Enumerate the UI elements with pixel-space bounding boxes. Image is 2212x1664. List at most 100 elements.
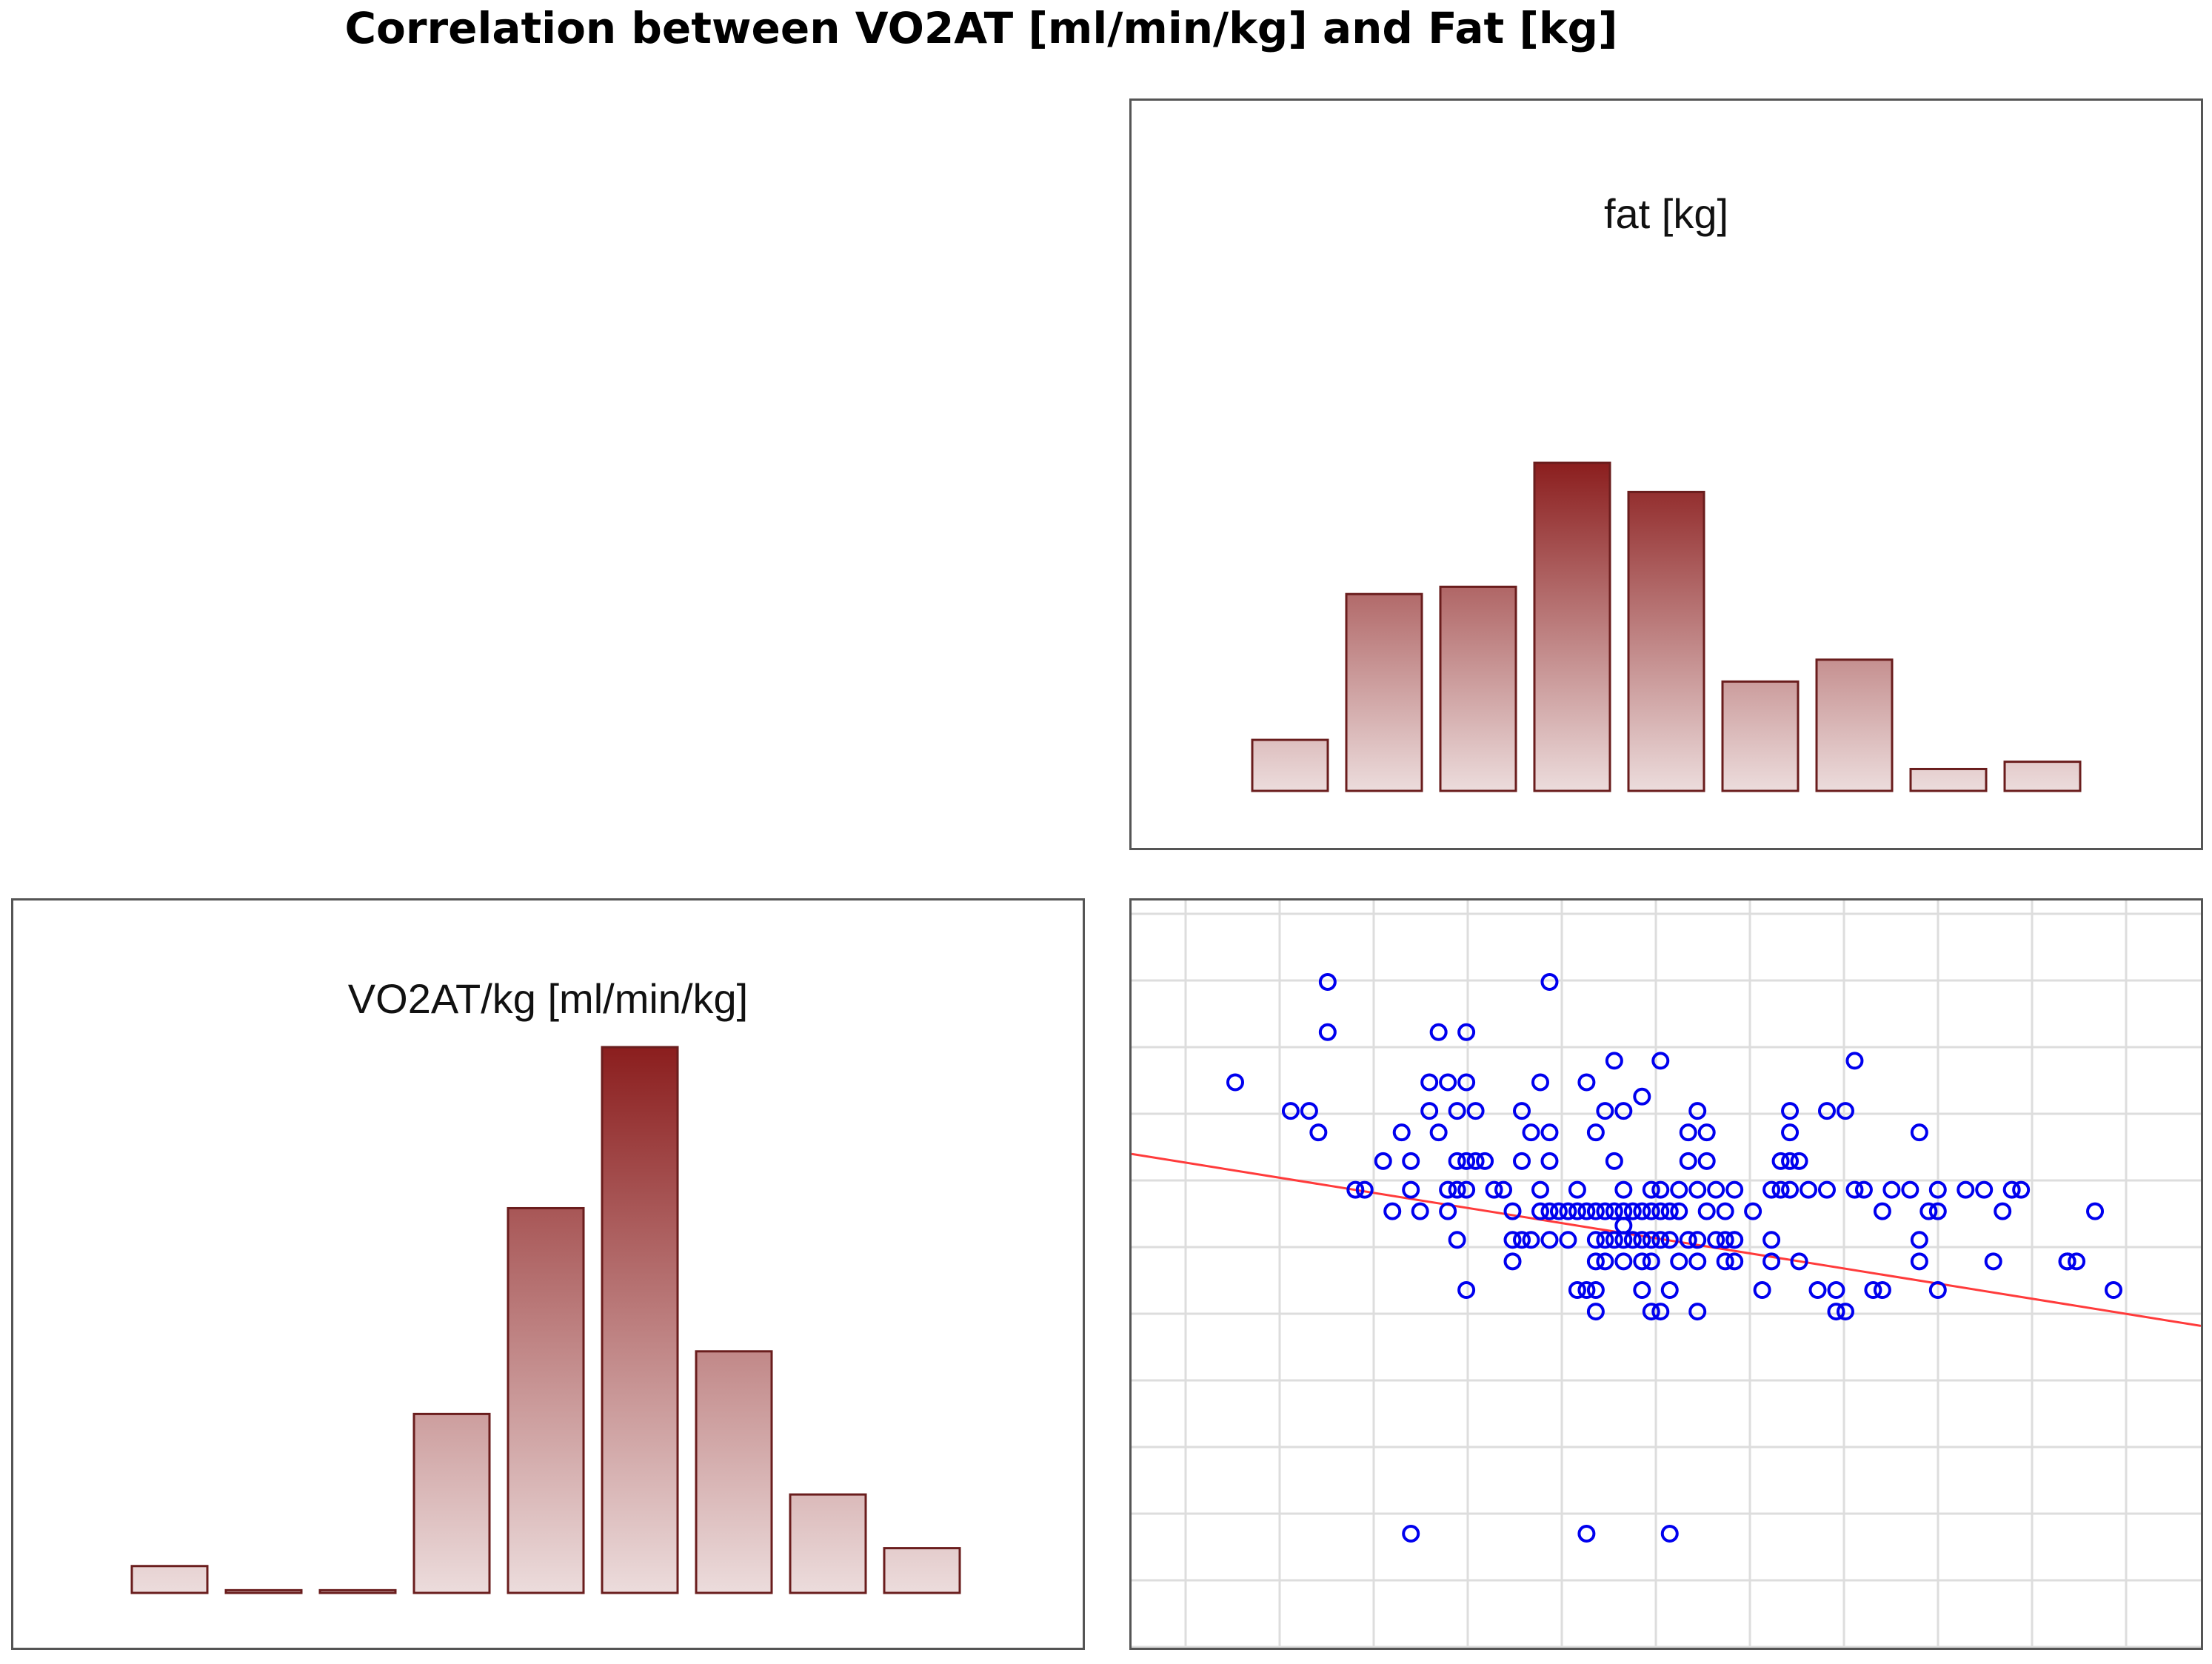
fat-histogram-bar bbox=[1533, 461, 1611, 792]
scatter-point bbox=[1466, 1152, 1485, 1170]
scatter-point bbox=[1226, 1073, 1244, 1092]
vo2at-histogram-bar bbox=[507, 1206, 585, 1594]
scatter-point bbox=[1697, 1202, 1716, 1220]
scatter-point bbox=[1448, 1231, 1466, 1249]
scatter-point bbox=[1540, 1152, 1559, 1170]
vo2at-histogram-bar bbox=[601, 1046, 679, 1594]
scatter-point bbox=[1919, 1202, 1938, 1220]
scatter-point bbox=[1596, 1252, 1614, 1271]
scatter-point bbox=[1439, 1180, 1457, 1199]
scatter-point bbox=[1845, 1180, 1864, 1199]
scatter-point bbox=[1531, 1180, 1549, 1199]
scatter-point bbox=[2086, 1202, 2105, 1220]
scatter-point bbox=[1642, 1303, 1660, 1321]
scatter-point bbox=[1808, 1281, 1827, 1300]
scatter-point bbox=[1420, 1073, 1439, 1092]
scatter-point bbox=[1670, 1252, 1688, 1271]
vo2at-histogram-bar bbox=[224, 1588, 303, 1594]
scatter-point bbox=[1817, 1180, 1836, 1199]
scatter-point bbox=[1420, 1102, 1439, 1120]
vo2at-histogram-bar bbox=[412, 1412, 491, 1594]
scatter-point bbox=[2105, 1281, 2122, 1300]
scatter-point bbox=[1707, 1231, 1725, 1249]
scatter-point bbox=[1670, 1180, 1688, 1199]
scatter-point bbox=[1928, 1281, 1947, 1300]
scatter-point bbox=[1448, 1102, 1466, 1120]
scatter-point bbox=[1688, 1303, 1707, 1321]
scatter-point bbox=[1309, 1123, 1328, 1142]
fat-histogram-bar bbox=[1627, 490, 1705, 792]
scatter-point bbox=[1540, 1202, 1559, 1220]
scatter-point bbox=[1651, 1202, 1670, 1220]
scatter-point bbox=[1439, 1073, 1457, 1092]
scatter-point bbox=[1642, 1252, 1660, 1271]
scatter-point bbox=[1568, 1180, 1586, 1199]
scatter-point bbox=[1402, 1152, 1420, 1170]
scatter-point bbox=[1503, 1252, 1522, 1271]
scatter-point bbox=[2012, 1180, 2031, 1199]
scatter-point bbox=[1503, 1202, 1522, 1220]
scatter-point bbox=[1651, 1180, 1670, 1199]
scatter-point bbox=[1864, 1281, 1882, 1300]
scatter-point bbox=[1623, 1231, 1642, 1249]
scatter-point bbox=[1531, 1073, 1549, 1092]
scatter-point bbox=[1586, 1123, 1605, 1142]
scatter-point bbox=[1577, 1073, 1596, 1092]
scatter-point bbox=[1688, 1231, 1707, 1249]
scatter-point bbox=[1836, 1102, 1854, 1120]
scatter-point bbox=[1605, 1052, 1623, 1070]
fat-histogram-title: fat [kg] bbox=[1603, 190, 1729, 237]
vo2at-histogram-bar bbox=[130, 1565, 209, 1594]
scatter-point bbox=[1994, 1202, 2012, 1220]
scatter-point bbox=[1762, 1252, 1781, 1271]
scatter-point bbox=[1457, 1152, 1476, 1170]
scatter-point bbox=[1716, 1231, 1734, 1249]
scatter-point bbox=[1346, 1180, 1365, 1199]
scatter-panel bbox=[1129, 898, 2203, 1650]
scatter-point bbox=[1873, 1202, 1891, 1220]
scatter-point bbox=[1781, 1180, 1800, 1199]
scatter-point bbox=[1771, 1152, 1790, 1170]
scatter-point bbox=[1633, 1252, 1651, 1271]
scatter-point bbox=[1522, 1231, 1540, 1249]
scatter-point bbox=[1457, 1281, 1476, 1300]
scatter-point bbox=[1910, 1231, 1928, 1249]
scatter-point bbox=[1596, 1102, 1614, 1120]
scatter-point bbox=[1744, 1202, 1762, 1220]
scatter-point bbox=[1586, 1252, 1605, 1271]
scatter-point bbox=[1854, 1180, 1873, 1199]
scatter-point bbox=[1642, 1202, 1660, 1220]
fat-histogram-bar bbox=[2003, 761, 2082, 792]
scatter-point bbox=[1605, 1202, 1623, 1220]
scatter-point bbox=[1513, 1231, 1531, 1249]
fat-histogram-bar bbox=[1721, 680, 1800, 792]
fat-histogram-bar bbox=[1815, 658, 1894, 792]
scatter-point bbox=[1633, 1202, 1651, 1220]
scatter-point bbox=[1559, 1202, 1577, 1220]
scatter-point bbox=[1605, 1152, 1623, 1170]
scatter-point bbox=[2068, 1252, 2086, 1271]
scatter-point bbox=[1494, 1180, 1513, 1199]
scatter-point bbox=[1651, 1052, 1670, 1070]
scatter-point bbox=[1300, 1102, 1318, 1120]
scatter-point bbox=[1531, 1202, 1549, 1220]
scatter-point bbox=[1586, 1281, 1605, 1300]
scatter-point bbox=[1688, 1252, 1707, 1271]
scatter-point bbox=[1790, 1252, 1808, 1271]
vo2at-histogram-bar bbox=[695, 1350, 773, 1594]
scatter-point bbox=[1725, 1180, 1744, 1199]
scatter-point bbox=[1383, 1202, 1402, 1220]
scatter-point bbox=[1448, 1152, 1466, 1170]
scatter-point bbox=[1457, 1023, 1476, 1041]
fat-histogram-svg bbox=[1251, 461, 2082, 792]
scatter-point bbox=[1355, 1180, 1374, 1199]
scatter-point bbox=[1522, 1123, 1540, 1142]
scatter-point bbox=[1790, 1152, 1808, 1170]
scatter-point bbox=[1540, 1231, 1559, 1249]
scatter-point bbox=[1476, 1152, 1494, 1170]
scatter-point bbox=[1928, 1180, 1947, 1199]
scatter-point bbox=[1633, 1087, 1651, 1106]
trend-line bbox=[1132, 1152, 2201, 1327]
scatter-point bbox=[1845, 1052, 1864, 1070]
scatter-point bbox=[1660, 1231, 1679, 1249]
